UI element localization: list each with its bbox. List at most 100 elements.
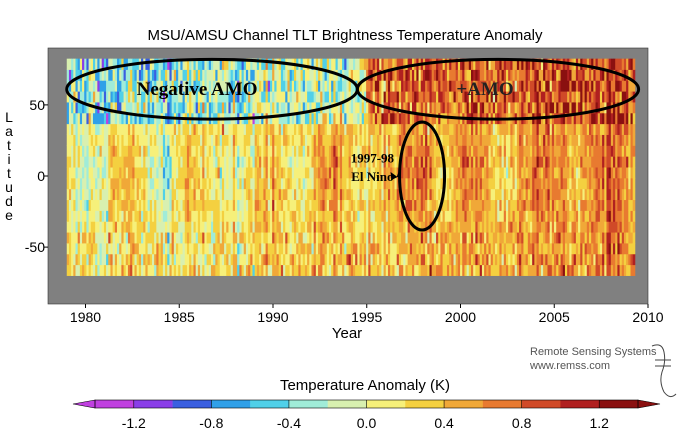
heatmap-cell <box>71 80 74 92</box>
heatmap-cell <box>492 221 496 233</box>
heatmap-cell <box>534 167 537 179</box>
heatmap-cell <box>606 232 610 244</box>
heatmap-cell <box>398 91 402 103</box>
heatmap-cell <box>444 167 448 179</box>
heatmap-cell <box>484 253 487 266</box>
heatmap-cell <box>208 167 212 179</box>
heatmap-cell <box>475 232 478 244</box>
heatmap-cell <box>470 145 474 157</box>
heatmap-cell <box>523 221 527 233</box>
heatmap-cell <box>217 58 221 70</box>
heatmap-cell <box>514 253 518 266</box>
heatmap-cell <box>114 134 118 146</box>
heatmap-cell <box>184 134 188 146</box>
heatmap-cell <box>302 221 306 233</box>
heatmap-cell <box>510 243 513 255</box>
heatmap-cell <box>241 91 245 103</box>
heatmap-cell <box>486 199 489 211</box>
heatmap-cell <box>503 58 507 70</box>
heatmap-cell <box>276 221 280 233</box>
heatmap-cell <box>536 58 540 70</box>
heatmap-cell <box>381 177 384 190</box>
heatmap-cell <box>232 58 236 70</box>
heatmap-cell <box>475 102 478 114</box>
heatmap-cell <box>348 58 352 70</box>
heatmap-cell <box>226 210 229 222</box>
heatmap-cell <box>119 199 122 211</box>
heatmap-cell <box>200 221 203 233</box>
heatmap-cell <box>106 243 109 255</box>
heatmap-cell <box>383 80 387 92</box>
heatmap-cell <box>584 253 588 266</box>
heatmap-cell <box>551 123 555 135</box>
heatmap-cell <box>269 177 273 190</box>
heatmap-cell <box>189 243 192 255</box>
heatmap-cell <box>558 221 561 233</box>
heatmap-cell <box>125 264 129 276</box>
heatmap-cell <box>562 91 566 103</box>
heatmap-cell <box>599 134 603 146</box>
heatmap-cell <box>346 264 350 276</box>
heatmap-cell <box>230 134 234 146</box>
heatmap-cell <box>200 210 203 222</box>
heatmap-cell <box>68 264 72 276</box>
heatmap-cell <box>195 232 199 244</box>
heatmap-cell <box>300 102 304 114</box>
heatmap-cell <box>71 188 74 201</box>
heatmap-cell <box>169 177 173 190</box>
heatmap-cell <box>180 167 183 179</box>
heatmap-cell <box>127 123 131 135</box>
heatmap-cell <box>324 167 328 179</box>
heatmap-cell <box>427 210 430 222</box>
heatmap-cell <box>588 145 592 157</box>
heatmap-cell <box>254 58 258 70</box>
heatmap-cell <box>178 145 181 157</box>
heatmap-cell <box>141 145 144 157</box>
heatmap-cell <box>130 243 133 255</box>
heatmap-cell <box>274 58 277 70</box>
heatmap-cell <box>580 199 583 211</box>
heatmap-cell <box>232 253 236 266</box>
heatmap-cell <box>250 167 253 179</box>
heatmap-cell <box>328 112 332 125</box>
heatmap-cell <box>178 123 181 135</box>
heatmap-cell <box>88 199 92 211</box>
heatmap-cell <box>366 264 369 276</box>
heatmap-cell <box>280 253 284 266</box>
heatmap-cell <box>516 123 520 135</box>
heatmap-cell <box>197 123 201 135</box>
heatmap-cell <box>206 199 210 211</box>
heatmap-cell <box>571 243 575 255</box>
heatmap-cell <box>241 69 245 81</box>
heatmap-cell <box>540 253 544 266</box>
heatmap-cell <box>575 210 579 222</box>
heatmap-cell <box>584 80 588 92</box>
heatmap-cell <box>88 188 92 201</box>
heatmap-cell <box>315 221 319 233</box>
heatmap-cell <box>543 232 546 244</box>
heatmap-cell <box>101 210 105 222</box>
heatmap-cell <box>390 177 393 190</box>
heatmap-cell <box>449 156 452 168</box>
heatmap-cell <box>226 188 229 201</box>
heatmap-cell <box>499 177 502 190</box>
heatmap-cell <box>331 58 334 70</box>
heatmap-cell <box>119 102 122 114</box>
heatmap-cell <box>119 123 122 135</box>
heatmap-cell <box>256 199 260 211</box>
heatmap-cell <box>588 80 592 92</box>
heatmap-cell <box>346 253 350 266</box>
heatmap-cell <box>84 188 87 201</box>
heatmap-cell <box>77 156 81 168</box>
heatmap-cell <box>560 58 564 70</box>
heatmap-cell <box>575 102 579 114</box>
heatmap-cell <box>396 145 400 157</box>
heatmap-cell <box>158 253 162 266</box>
heatmap-cell <box>165 145 168 157</box>
heatmap-cell <box>470 243 474 255</box>
heatmap-cell <box>527 264 531 276</box>
heatmap-cell <box>418 91 422 103</box>
heatmap-cell <box>492 145 496 157</box>
heatmap-cell <box>344 177 347 190</box>
heatmap-cell <box>239 221 242 233</box>
